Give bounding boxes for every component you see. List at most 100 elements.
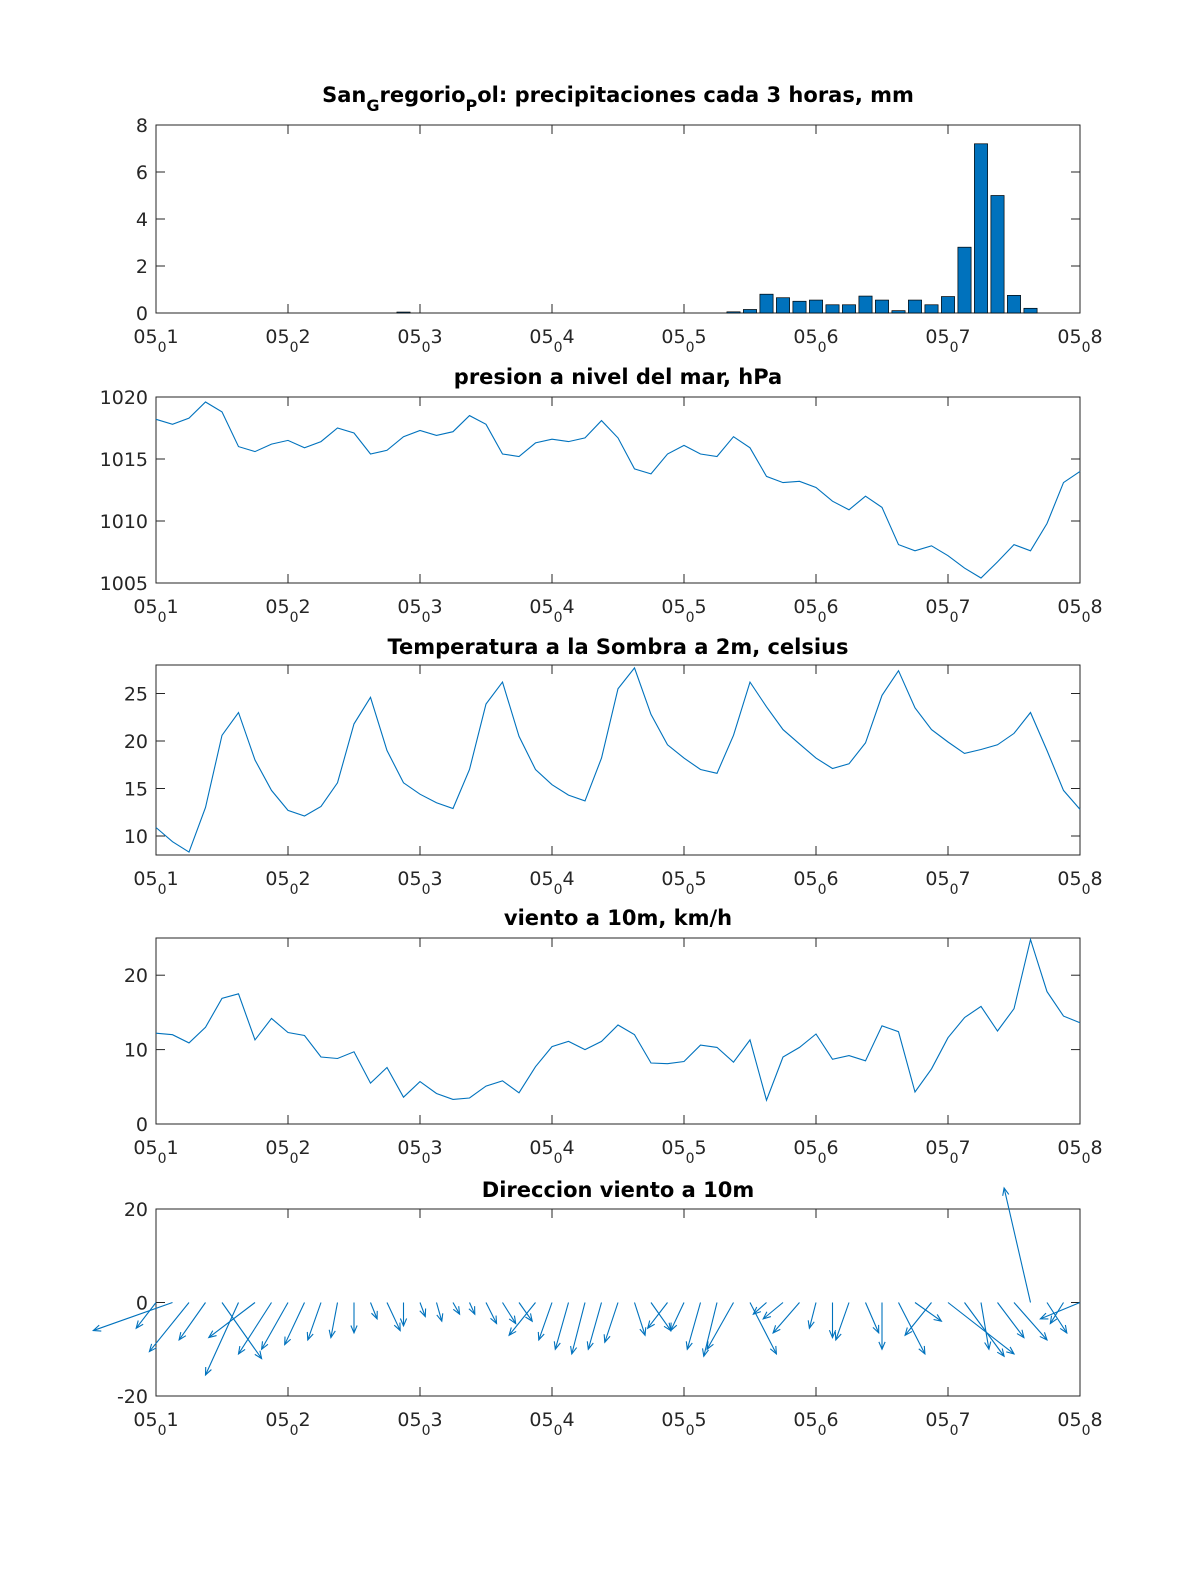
wind-arrow-head bbox=[586, 1341, 594, 1351]
wind-arrow-head bbox=[436, 1313, 444, 1323]
wind-arrow-head bbox=[639, 1327, 647, 1337]
bar bbox=[908, 299, 922, 314]
wind-arrow-head bbox=[603, 1334, 611, 1344]
x-tick-label: 0507 bbox=[925, 326, 970, 356]
wind-arrow-head bbox=[508, 1327, 517, 1337]
bar bbox=[726, 311, 741, 314]
wind-arrow bbox=[1040, 1301, 1081, 1320]
wind-arrow-head bbox=[525, 1313, 534, 1323]
wind-arrow bbox=[980, 1302, 990, 1350]
wind-arrow-head bbox=[646, 1320, 655, 1330]
wind-arrow bbox=[947, 1302, 1015, 1355]
x-tick-label: 0505 bbox=[661, 1137, 706, 1167]
wind-arrow bbox=[686, 1302, 702, 1350]
wind-arrow bbox=[508, 1302, 536, 1336]
wind-arrow-head bbox=[752, 1306, 762, 1316]
chart-title: Temperatura a la Sombra a 2m, celsius bbox=[387, 635, 848, 659]
wind-arrow bbox=[904, 1302, 932, 1336]
wind-arrow bbox=[604, 1302, 619, 1343]
wind-arrow bbox=[502, 1302, 517, 1324]
wind-arrow-head bbox=[537, 1331, 545, 1342]
bar bbox=[891, 310, 906, 314]
wind-arrow bbox=[997, 1302, 1025, 1338]
x-tick-label: 0502 bbox=[265, 1409, 310, 1439]
wind-arrow bbox=[772, 1302, 800, 1334]
wind-arrow bbox=[221, 1302, 263, 1359]
wind-arrow-head bbox=[706, 1341, 714, 1351]
bar bbox=[809, 299, 823, 314]
x-tick-label: 0508 bbox=[1057, 868, 1102, 898]
wind-arrow bbox=[762, 1302, 784, 1320]
wind-arrow bbox=[914, 1302, 942, 1322]
bar bbox=[941, 296, 955, 314]
wind-arrow-head bbox=[904, 1327, 913, 1337]
wind-arrow-head bbox=[1039, 1332, 1048, 1341]
bar bbox=[858, 295, 873, 314]
wind-arrow bbox=[204, 1302, 240, 1376]
x-tick-label: 0501 bbox=[133, 1409, 178, 1439]
wind-arrow bbox=[148, 1302, 190, 1352]
wind-arrow-head bbox=[1016, 1329, 1025, 1339]
y-tick-label: 25 bbox=[124, 684, 148, 706]
bar bbox=[875, 299, 889, 314]
panel-3: 10 15 20 25 0501 0502 0503 0504 0505 0506 0507 0508… bbox=[124, 635, 1103, 898]
y-tick-label: 1005 bbox=[100, 573, 148, 595]
wind-arrow-head bbox=[148, 1343, 157, 1353]
wind-arrow-head bbox=[328, 1329, 336, 1339]
x-tick-label: 0503 bbox=[397, 1137, 442, 1167]
wind-arrow-head bbox=[306, 1331, 314, 1342]
wind-arrow-head bbox=[769, 1345, 778, 1356]
wind-arrow-head bbox=[828, 1329, 837, 1339]
x-tick-label: 0502 bbox=[265, 596, 310, 626]
x-tick-label: 0507 bbox=[925, 1409, 970, 1439]
x-tick-label: 0507 bbox=[925, 596, 970, 626]
x-tick-label: 0506 bbox=[793, 1409, 838, 1439]
x-tick-label: 0506 bbox=[793, 596, 838, 626]
y-tick-label: 10 bbox=[124, 826, 148, 848]
x-tick-label: 0501 bbox=[133, 1137, 178, 1167]
wind-arrow-head bbox=[1049, 1315, 1058, 1325]
wind-arrow-head bbox=[701, 1348, 710, 1358]
wind-arrow bbox=[386, 1302, 401, 1331]
wind-arrow-head bbox=[553, 1341, 561, 1351]
wind-arrow-head bbox=[772, 1325, 781, 1334]
x-tick-label: 0502 bbox=[265, 326, 310, 356]
wind-arrow bbox=[835, 1302, 850, 1341]
wind-arrow-head bbox=[918, 1345, 926, 1356]
wind-arrow bbox=[518, 1302, 533, 1322]
bar bbox=[957, 246, 972, 314]
x-tick-label: 0504 bbox=[529, 596, 574, 626]
bar bbox=[1007, 295, 1021, 314]
x-tick-label: 0505 bbox=[661, 326, 706, 356]
wind-arrow-head bbox=[468, 1306, 476, 1316]
x-tick-label: 0503 bbox=[397, 326, 442, 356]
wind-arrow-head bbox=[260, 1341, 269, 1351]
bar bbox=[759, 293, 774, 314]
y-tick-label: 0 bbox=[136, 1293, 148, 1315]
wind-arrow-head bbox=[237, 1345, 246, 1356]
wind-arrow bbox=[369, 1302, 378, 1320]
wind-arrow-head bbox=[254, 1350, 263, 1360]
y-tick-label: 1015 bbox=[100, 449, 148, 471]
bar bbox=[974, 143, 988, 314]
wind-arrow-head bbox=[878, 1341, 886, 1351]
wind-arrow-head bbox=[393, 1322, 401, 1332]
wind-arrow bbox=[587, 1302, 603, 1350]
panel-1: 0 2 4 6 8 0501 0502 0503 0504 0505 0506 0507 0508 San… bbox=[133, 83, 1102, 356]
y-tick-label: 20 bbox=[124, 731, 148, 753]
bar bbox=[924, 304, 939, 314]
wind-arrow bbox=[633, 1302, 646, 1336]
wind-arrow-head bbox=[371, 1310, 378, 1321]
series-line bbox=[155, 401, 1081, 579]
y-tick-label: 1010 bbox=[100, 511, 148, 533]
wind-arrow bbox=[135, 1302, 157, 1329]
y-tick-label: 20 bbox=[124, 965, 148, 987]
wind-arrow bbox=[1046, 1302, 1068, 1334]
bar bbox=[842, 304, 856, 314]
wind-arrow bbox=[1013, 1302, 1048, 1341]
chart-title: SanGregorioPol: precipitaciones cada 3 h… bbox=[322, 83, 914, 115]
axes-box bbox=[155, 124, 1081, 314]
x-tick-label: 0508 bbox=[1057, 1137, 1102, 1167]
y-tick-label: 0 bbox=[136, 1114, 148, 1136]
series-line bbox=[155, 937, 1081, 1102]
